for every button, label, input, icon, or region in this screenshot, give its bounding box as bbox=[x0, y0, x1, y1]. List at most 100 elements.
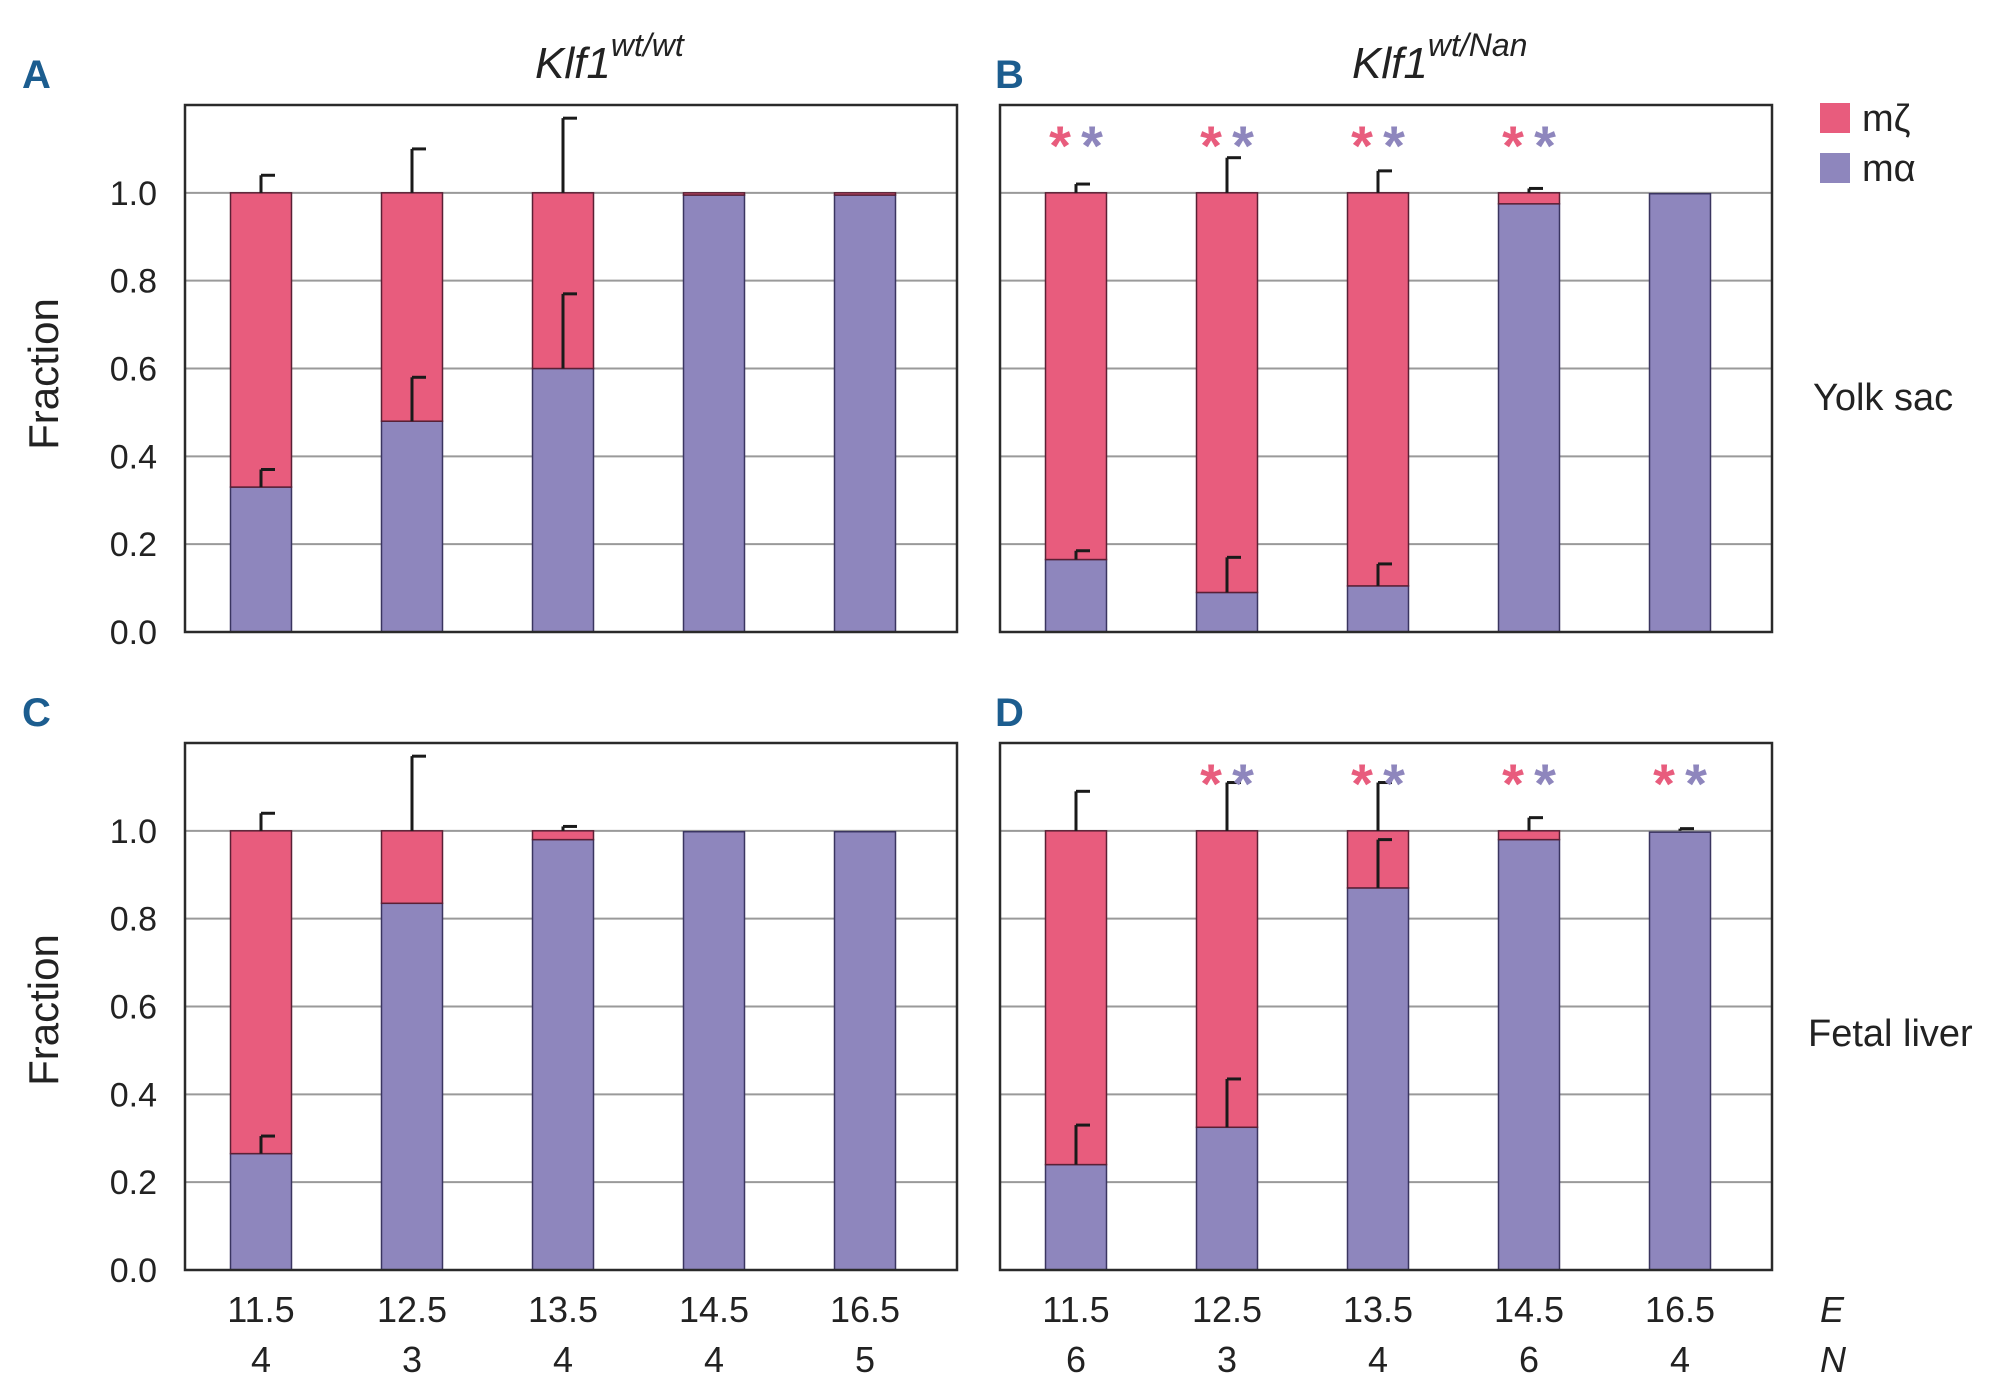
panel-letter-a: A bbox=[22, 53, 51, 97]
legend: mζ mα bbox=[1820, 98, 1916, 190]
legend-label-zeta: mζ bbox=[1862, 98, 1911, 140]
y-tick-label-c: 0.8 bbox=[110, 901, 157, 939]
bar-zeta-d-14.5 bbox=[1497, 830, 1561, 841]
bar-alpha-b-14.5 bbox=[1497, 203, 1561, 633]
bar-alpha-b-13.5 bbox=[1346, 585, 1410, 633]
y-tick-label-c: 0.6 bbox=[110, 989, 157, 1027]
bar-zeta-d-11.5 bbox=[1044, 830, 1108, 1166]
bar-zeta-c-13.5 bbox=[531, 830, 595, 841]
bar-alpha-d-12.5 bbox=[1195, 1126, 1259, 1271]
panel-d: 11.56* *12.53* *13.54* *14.56* *16.54 bbox=[998, 741, 1774, 1380]
title-right: Klf1wt/Nan bbox=[1352, 27, 1527, 88]
bar-zeta-c-12.5 bbox=[380, 830, 444, 905]
significance-star-alpha-d-12.5: * bbox=[1232, 752, 1254, 815]
y-tick-label-c: 0.2 bbox=[110, 1164, 157, 1202]
bar-zeta-a-14.5 bbox=[682, 192, 746, 196]
bar-alpha-a-11.5 bbox=[229, 486, 293, 633]
panels: 0.00.20.40.60.81.0* * * * * * * *0.00.20.40.60.… bbox=[110, 103, 1774, 1380]
x-tick-label-e-d: 13.5 bbox=[1343, 1289, 1413, 1330]
legend-swatch-alpha bbox=[1820, 153, 1850, 183]
panel-b: * * * * * * * * bbox=[998, 103, 1774, 634]
panel-letter-d: D bbox=[995, 691, 1024, 735]
bar-alpha-a-16.5 bbox=[833, 194, 897, 633]
significance-star-zeta-b-13.5: * bbox=[1351, 114, 1373, 177]
title-left: Klf1wt/wt bbox=[535, 27, 685, 88]
y-tick-label-a: 0.2 bbox=[110, 526, 157, 564]
y-tick-label-c: 1.0 bbox=[110, 813, 157, 851]
y-tick-label-a: 1.0 bbox=[110, 175, 157, 213]
x-tick-label-e-d: 11.5 bbox=[1042, 1289, 1109, 1330]
bar-alpha-b-16.5 bbox=[1648, 192, 1712, 633]
significance-star-alpha-d-13.5: * bbox=[1383, 752, 1405, 815]
x-tick-label-n-c: 4 bbox=[251, 1339, 271, 1380]
significance-star-zeta-b-11.5: * bbox=[1049, 114, 1071, 177]
bar-alpha-a-13.5 bbox=[531, 367, 595, 633]
bar-alpha-c-11.5 bbox=[229, 1152, 293, 1271]
bar-alpha-a-12.5 bbox=[380, 420, 444, 633]
x-tick-label-e-c: 12.5 bbox=[377, 1289, 447, 1330]
x-tick-label-e-d: 16.5 bbox=[1645, 1289, 1715, 1330]
x-tick-label-e-c: 11.5 bbox=[227, 1289, 294, 1330]
y-axis-label-top: Fraction bbox=[20, 298, 67, 450]
x-tick-label-n-d: 6 bbox=[1066, 1339, 1086, 1380]
x-tick-label-n-d: 4 bbox=[1670, 1339, 1690, 1380]
bar-alpha-b-12.5 bbox=[1195, 591, 1259, 633]
panel-letter-b: B bbox=[995, 53, 1024, 97]
y-tick-label-c: 0.0 bbox=[110, 1252, 157, 1290]
y-axis-label-bottom: Fraction bbox=[20, 934, 67, 1086]
y-tick-label-a: 0.0 bbox=[110, 614, 157, 652]
x-tick-label-n-c: 4 bbox=[704, 1339, 724, 1380]
row-label-fetal-liver: Fetal liver bbox=[1808, 1013, 1973, 1055]
bar-alpha-d-13.5 bbox=[1346, 887, 1410, 1271]
panel-a: 0.0 0.2 0.4 0.6 0.8 1.0 bbox=[110, 103, 959, 652]
x-tick-label-n-d: 3 bbox=[1217, 1339, 1237, 1380]
significance-star-zeta-b-12.5: * bbox=[1200, 114, 1222, 177]
significance-star-alpha-b-11.5: * bbox=[1081, 114, 1103, 177]
bar-zeta-c-11.5 bbox=[229, 830, 293, 1155]
bar-alpha-c-14.5 bbox=[682, 830, 746, 1271]
significance-star-zeta-d-13.5: * bbox=[1351, 752, 1373, 815]
x-axis-label-e: E bbox=[1820, 1289, 1845, 1330]
bar-alpha-a-14.5 bbox=[682, 194, 746, 633]
x-tick-label-e-c: 13.5 bbox=[528, 1289, 598, 1330]
x-tick-label-e-d: 12.5 bbox=[1192, 1289, 1262, 1330]
plot-frame-a bbox=[183, 103, 959, 634]
significance-star-alpha-b-14.5: * bbox=[1534, 114, 1556, 177]
bar-alpha-d-14.5 bbox=[1497, 838, 1561, 1271]
y-tick-label-a: 0.8 bbox=[110, 263, 157, 301]
bar-zeta-b-12.5 bbox=[1195, 192, 1259, 594]
bar-zeta-b-14.5 bbox=[1497, 192, 1561, 205]
significance-star-zeta-b-14.5: * bbox=[1502, 114, 1524, 177]
row-label-yolk-sac: Yolk sac bbox=[1813, 377, 1953, 419]
x-tick-label-e-c: 16.5 bbox=[830, 1289, 900, 1330]
bar-alpha-c-12.5 bbox=[380, 902, 444, 1271]
x-tick-label-n-c: 5 bbox=[855, 1339, 875, 1380]
bar-zeta-a-16.5 bbox=[833, 192, 897, 196]
x-tick-label-n-c: 3 bbox=[402, 1339, 422, 1380]
x-tick-label-n-c: 4 bbox=[553, 1339, 573, 1380]
bar-alpha-c-13.5 bbox=[531, 838, 595, 1271]
panel-c: 0.0 0.2 0.4 0.6 0.8 1.0 11.5 4 12.5 3 13.5 4 14.5 4 16… bbox=[110, 741, 959, 1380]
y-tick-label-a: 0.6 bbox=[110, 351, 157, 389]
bar-alpha-d-16.5 bbox=[1648, 831, 1712, 1271]
significance-star-alpha-b-12.5: * bbox=[1232, 114, 1254, 177]
y-tick-label-c: 0.4 bbox=[110, 1076, 157, 1114]
plot-frame-b bbox=[998, 103, 1774, 634]
x-tick-label-n-d: 4 bbox=[1368, 1339, 1388, 1380]
bar-zeta-b-11.5 bbox=[1044, 192, 1108, 561]
x-tick-label-n-d: 6 bbox=[1519, 1339, 1539, 1380]
significance-star-alpha-d-16.5: * bbox=[1685, 752, 1707, 815]
x-axis-label-n: N bbox=[1820, 1339, 1847, 1380]
significance-star-alpha-b-13.5: * bbox=[1383, 114, 1405, 177]
plot-frame-d bbox=[998, 741, 1774, 1272]
legend-swatch-zeta bbox=[1820, 103, 1850, 133]
bar-zeta-a-11.5 bbox=[229, 192, 293, 488]
x-tick-label-e-c: 14.5 bbox=[679, 1289, 749, 1330]
significance-star-zeta-d-12.5: * bbox=[1200, 752, 1222, 815]
significance-star-zeta-d-14.5: * bbox=[1502, 752, 1524, 815]
legend-label-alpha: mα bbox=[1862, 148, 1916, 190]
panel-letter-c: C bbox=[22, 691, 51, 735]
significance-star-alpha-d-14.5: * bbox=[1534, 752, 1556, 815]
y-tick-label-a: 0.4 bbox=[110, 438, 157, 476]
